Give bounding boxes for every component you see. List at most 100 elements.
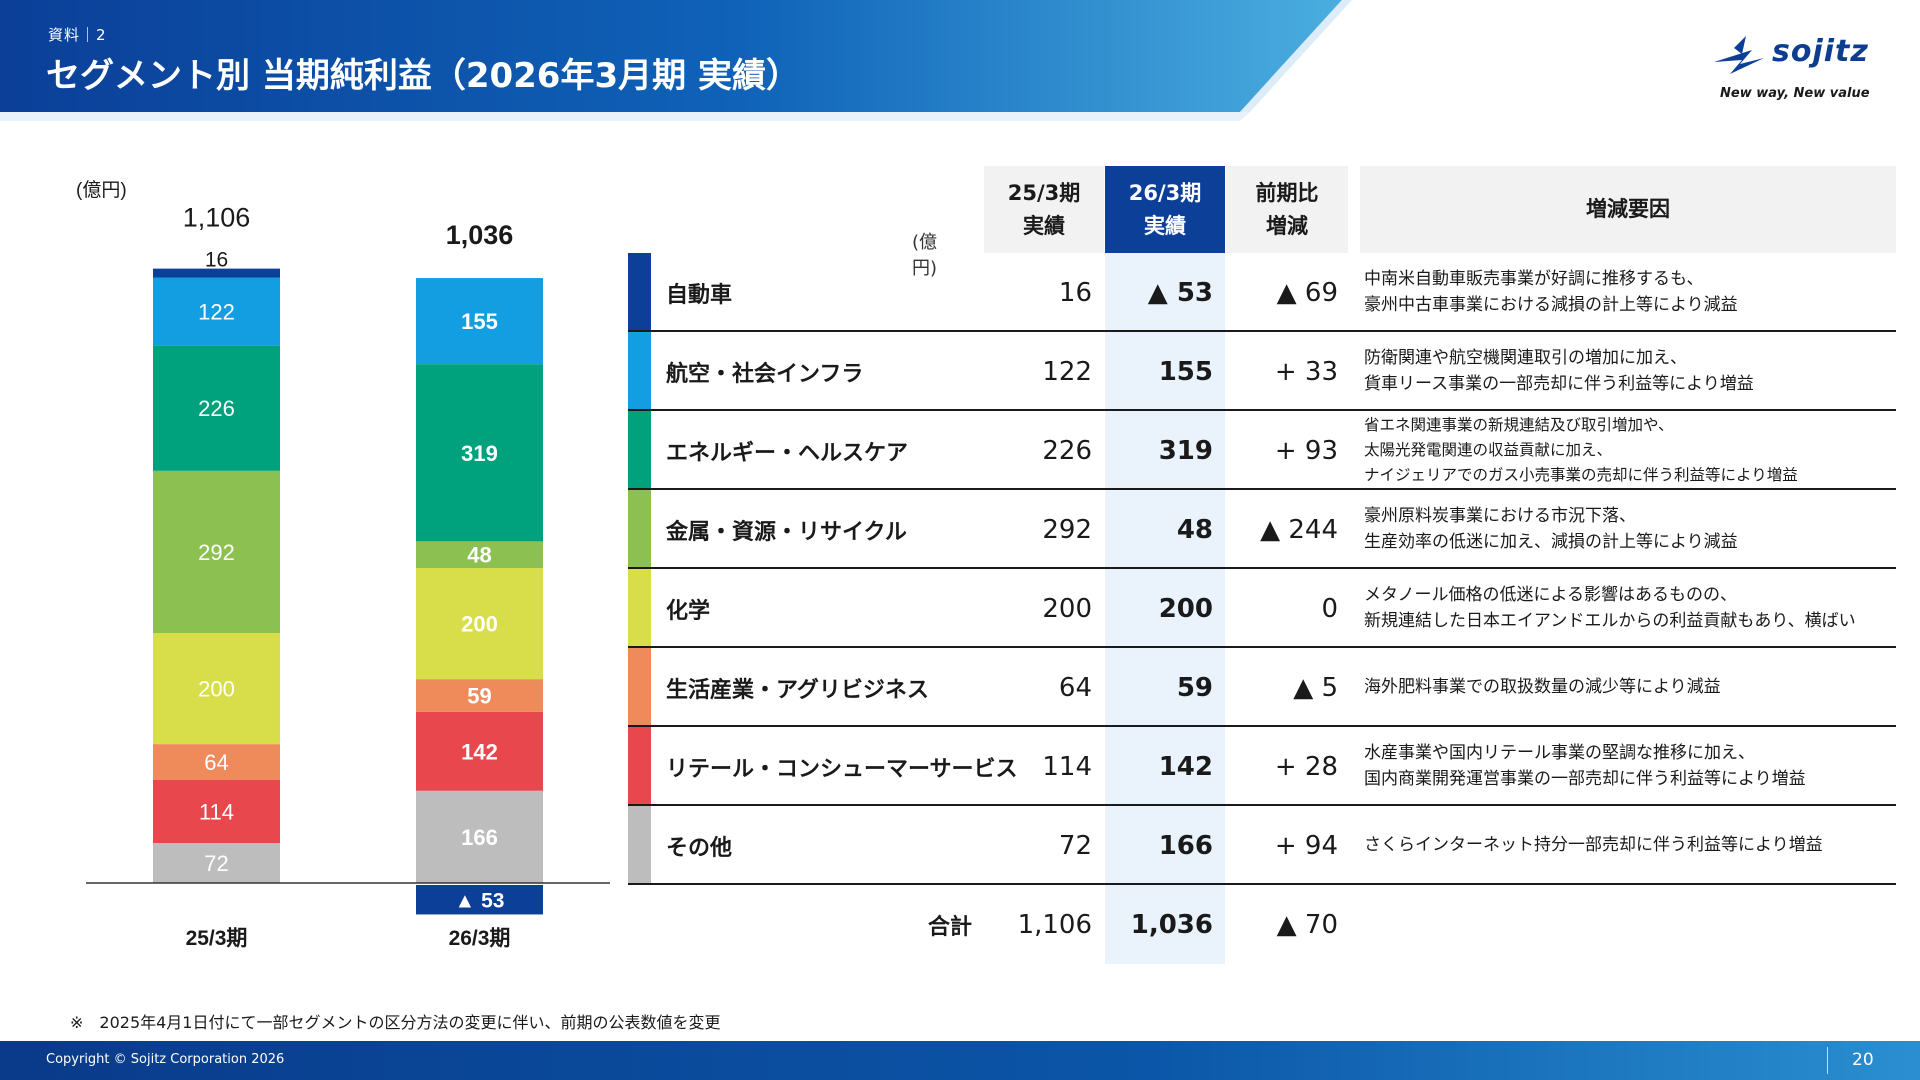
- segment-color-swatch: [628, 569, 651, 648]
- total-curr: 1,036: [1130, 909, 1213, 940]
- logo-wordmark: sojitz: [1772, 34, 1869, 69]
- bar-total-label: 1,106: [183, 203, 251, 233]
- segment-prev-value: 226: [1042, 435, 1092, 466]
- segment-name: 化学: [666, 598, 711, 624]
- header-yoy-change: 前期比 増減: [1226, 166, 1348, 253]
- bar-value-label: 292: [198, 540, 235, 565]
- bar-value-label: 142: [461, 739, 498, 764]
- segment-curr-value: 319: [1158, 435, 1213, 466]
- header-prev-result: 25/3期 実績: [984, 166, 1104, 253]
- bar-value-label: 59: [467, 684, 491, 709]
- bar-segment: [153, 843, 280, 883]
- total-diff: ▲ 70: [1276, 909, 1338, 940]
- bar-value-label: 319: [461, 441, 498, 466]
- segment-prev-value: 72: [1058, 830, 1092, 861]
- segment-name: その他: [666, 835, 733, 861]
- segment-reason: 水産事業や国内リテール事業の堅調な推移に加え、 国内商業開発運営事業の一部売却に…: [1364, 743, 1806, 789]
- bar-segment: [153, 268, 280, 278]
- table-row: 化学 200 200 0 メタノール価格の低迷による影響はあるものの、 新規連結した日本…: [628, 569, 1896, 648]
- row-divider: [628, 646, 1896, 648]
- bar-value-label: 155: [461, 309, 498, 334]
- table-row: 金属・資源・リサイクル 292 48 ▲ 244 豪州原料炭事業における市況下落、 生産…: [628, 490, 1896, 569]
- category-label: 26/3期: [449, 927, 511, 950]
- segment-reason: 中南米自動車販売事業が好調に推移するも、 豪州中古車事業における減損の計上等によ…: [1364, 269, 1738, 315]
- segment-color-swatch: [628, 253, 651, 332]
- table-row: 自動車 16 ▲ 53 ▲ 69 中南米自動車販売事業が好調に推移するも、 豪州中古車事…: [628, 253, 1896, 332]
- segment-color-swatch: [628, 411, 651, 490]
- bar-value-label: 200: [198, 677, 235, 702]
- total-prev: 1,106: [1017, 909, 1092, 940]
- stacked-bar-chart: (億円) 72 114 64 200 292 226 122 16 1,106 25/3期 166 1…: [76, 179, 610, 950]
- chart-labels: 72 114 64 200 292 226 122 16 1,106 25/3期 166 142 59 2…: [183, 203, 514, 950]
- bar-value-label: 226: [198, 396, 235, 421]
- table-row: 生活産業・アグリビジネス 64 59 ▲ 5 海外肥料事業での取扱数量の減少等により減益: [628, 648, 1896, 727]
- bar-value-label: 200: [461, 612, 498, 637]
- row-divider: [628, 409, 1896, 411]
- bar-total-label: 1,036: [446, 220, 514, 250]
- page-title: セグメント別 当期純利益（2026年3月期 実績）: [46, 56, 800, 96]
- segment-reason: 防衛関連や航空機関連取引の増加に加え、 貨車リース事業の一部売却に伴う利益等によ…: [1364, 348, 1754, 394]
- segment-name: エネルギー・ヘルスケア: [666, 440, 909, 466]
- sojitz-logo-icon: [1714, 36, 1764, 74]
- bar-value-label: 122: [198, 299, 235, 324]
- segment-name: 金属・資源・リサイクル: [666, 519, 907, 545]
- page-footer: Copyright © Sojitz Corporation 2026 20: [0, 1041, 1920, 1080]
- segment-diff-value: ▲ 69: [1276, 277, 1338, 308]
- bar-segment: [416, 711, 543, 791]
- current-column-highlight: [1105, 253, 1225, 964]
- copyright: Copyright © Sojitz Corporation 2026: [46, 1052, 285, 1067]
- segment-curr-value: 200: [1158, 593, 1213, 624]
- row-divider: [628, 330, 1896, 332]
- segment-curr-value: 59: [1176, 672, 1213, 703]
- bar-segment: [416, 541, 543, 569]
- footnote: ※ 2025年4月1日付にて一部セグメントの区分方法の変更に伴い、前期の公表数値…: [70, 1013, 721, 1032]
- segment-diff-value: + 93: [1274, 435, 1338, 466]
- segment-name: 航空・社会インフラ: [666, 361, 864, 387]
- segment-prev-value: 200: [1042, 593, 1092, 624]
- segment-reason: 海外肥料事業での取扱数量の減少等により減益: [1364, 676, 1721, 697]
- row-divider: [628, 488, 1896, 490]
- segment-curr-value: 142: [1158, 751, 1213, 782]
- bar-segment: [416, 278, 543, 365]
- table-unit-label: (億円): [912, 232, 938, 279]
- segment-color-swatch: [628, 490, 651, 569]
- segment-name: リテール・コンシューマーサービス: [666, 756, 1018, 782]
- footer-divider: [1827, 1047, 1828, 1074]
- bar-segment: [416, 679, 543, 712]
- segment-name: 自動車: [666, 282, 733, 308]
- bar-segment: [153, 744, 280, 780]
- table-row: 航空・社会インフラ 122 155 + 33 防衛関連や航空機関連取引の増加に加え、 貨…: [628, 332, 1896, 411]
- header-banner: [0, 0, 1352, 121]
- bar-segment: [416, 364, 543, 542]
- segment-prev-value: 64: [1058, 672, 1092, 703]
- segment-reason: 豪州原料炭事業における市況下落、 生産効率の低迷に加え、減損の計上等により減益: [1364, 506, 1738, 552]
- bar-segment: [153, 345, 280, 471]
- segment-curr-value: 48: [1176, 514, 1213, 545]
- segment-diff-value: + 33: [1274, 356, 1338, 387]
- segment-diff-value: + 28: [1274, 751, 1338, 782]
- segment-color-swatch: [628, 648, 651, 727]
- header-current-result: 26/3期 実績: [1105, 166, 1225, 253]
- bar-value-label: 16: [205, 249, 228, 272]
- bar-value-label: 48: [467, 543, 491, 568]
- category-label: 25/3期: [186, 927, 248, 950]
- segment-prev-value: 16: [1058, 277, 1092, 308]
- bar-value-label: 64: [204, 750, 228, 775]
- logo-tagline: New way, New value: [1720, 86, 1870, 101]
- segment-curr-value: ▲ 53: [1147, 277, 1213, 308]
- segment-curr-value: 155: [1158, 356, 1213, 387]
- segment-diff-value: ▲ 244: [1260, 514, 1338, 545]
- segment-color-swatch: [628, 806, 651, 885]
- row-divider: [628, 804, 1896, 806]
- table-row: その他 72 166 + 94 さくらインターネット持分一部売却に伴う利益等により増益: [628, 806, 1896, 885]
- page-header: 資料｜2 セグメント別 当期純利益（2026年3月期 実績） sojitz Ne…: [0, 0, 1920, 125]
- bar-value-label: 114: [199, 799, 234, 824]
- bar-value-label: 72: [204, 851, 228, 876]
- table-row: エネルギー・ヘルスケア 226 319 + 93 省エネ関連事業の新規連結及び取引増加や…: [628, 411, 1896, 490]
- chart-unit-label: (億円): [76, 179, 127, 201]
- segment-diff-value: ▲ 5: [1293, 672, 1338, 703]
- bar-segment: [153, 779, 280, 844]
- segment-color-swatch: [628, 332, 651, 411]
- row-divider: [628, 567, 1896, 569]
- segment-diff-value: + 94: [1274, 830, 1338, 861]
